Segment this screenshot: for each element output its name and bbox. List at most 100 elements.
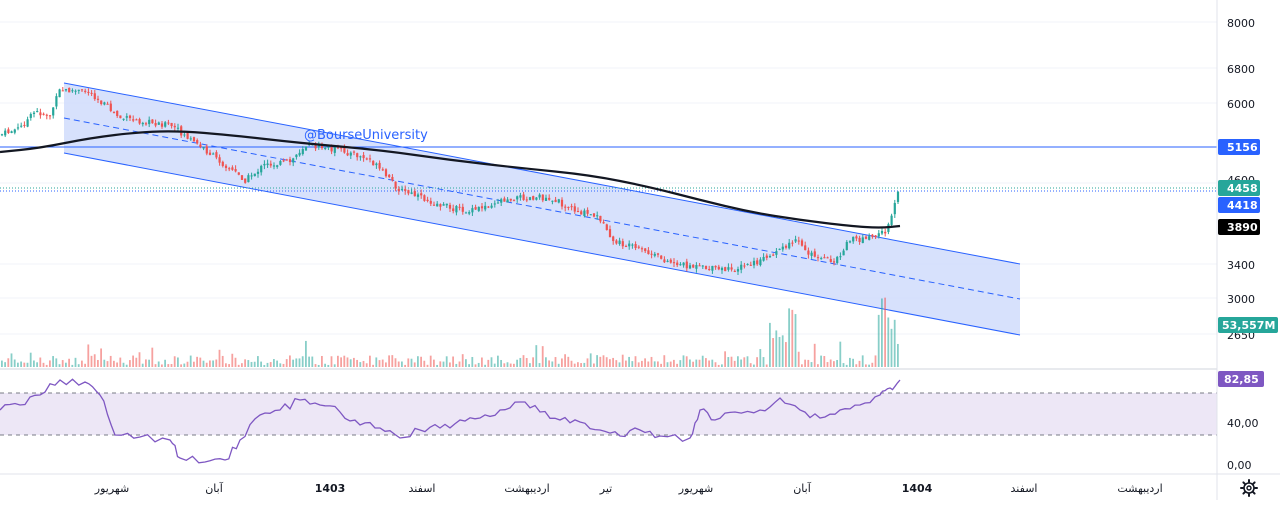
volume-bar <box>503 363 506 367</box>
candle <box>804 245 807 251</box>
candle <box>32 112 36 115</box>
candle <box>234 169 237 172</box>
resistance-price-badge[interactable] <box>1218 139 1260 155</box>
candle <box>791 242 794 244</box>
candle <box>842 250 845 256</box>
volume-badge[interactable] <box>1218 317 1278 333</box>
volume-bar <box>253 361 256 367</box>
channel-upper-line[interactable] <box>63 82 1021 265</box>
volume-bar <box>769 322 771 367</box>
moving-average-line[interactable] <box>0 130 901 229</box>
volume-bar <box>778 336 781 367</box>
volume-bar <box>340 357 342 367</box>
volume-bar <box>605 357 608 367</box>
volume-bar <box>541 346 544 367</box>
volume-bar <box>145 359 147 367</box>
candle <box>276 165 279 167</box>
volume-bar <box>650 356 653 367</box>
candle <box>452 208 455 212</box>
candle <box>189 138 192 140</box>
volume-bar <box>138 352 141 367</box>
volume-bar <box>733 360 736 367</box>
candle <box>772 254 775 256</box>
candle <box>749 264 752 266</box>
volume-bar <box>61 360 64 367</box>
volume-bar <box>522 355 525 367</box>
volume-label: 53,557M <box>1222 319 1275 332</box>
candle <box>567 206 570 208</box>
volume-bars <box>1 297 899 367</box>
candle <box>778 248 781 250</box>
volume-bar <box>141 363 144 367</box>
volume-bar <box>692 361 694 367</box>
y-tick: 6800 <box>1227 63 1255 76</box>
candle <box>669 259 672 263</box>
volume-bar <box>151 347 154 367</box>
volume-bar <box>157 361 160 367</box>
y-tick: 6000 <box>1227 98 1255 111</box>
x-tick: شهریور <box>678 482 713 495</box>
regression-channel[interactable] <box>64 83 1020 335</box>
x-tick: شهریور <box>94 482 129 495</box>
gear-icon[interactable] <box>1240 479 1258 497</box>
rsi-badge[interactable] <box>1218 371 1264 387</box>
volume-bar <box>631 361 634 367</box>
volume-bar <box>756 357 758 367</box>
volume-bar <box>74 357 77 367</box>
volume-bar <box>39 357 42 367</box>
candle <box>471 208 474 213</box>
volume-bar <box>826 362 829 367</box>
candle <box>727 267 730 270</box>
volume-bar <box>183 363 186 367</box>
rsi-value-label: 82,85 <box>1224 373 1259 386</box>
volume-bar <box>269 362 272 367</box>
candle <box>48 115 52 117</box>
volume-bar <box>333 364 336 367</box>
candle <box>16 127 20 129</box>
level-price-badge[interactable] <box>1218 197 1260 213</box>
channel-middle-line[interactable] <box>63 117 1021 300</box>
volume-bar <box>701 355 704 367</box>
volume-bar <box>893 319 896 367</box>
volume-bar <box>765 364 768 367</box>
volume-bar <box>356 359 358 367</box>
volume-bar <box>13 359 16 367</box>
candle <box>96 98 100 100</box>
volume-bar <box>119 357 122 367</box>
volume-bar <box>458 361 461 367</box>
candle <box>605 224 608 230</box>
volume-bar <box>804 359 806 367</box>
candle <box>42 113 45 115</box>
volume-bar <box>612 357 614 367</box>
volume-bar <box>106 361 109 367</box>
candle <box>304 146 308 151</box>
volume-bar <box>621 354 624 367</box>
volume-bar <box>401 361 403 367</box>
candle <box>682 262 685 266</box>
candle <box>372 160 375 166</box>
candle <box>432 204 436 206</box>
candle <box>327 146 330 148</box>
channel-lower-line[interactable] <box>63 152 1021 336</box>
volume-bar <box>593 363 595 367</box>
volume-bar <box>247 360 250 367</box>
volume-bar <box>436 364 438 367</box>
volume-bar <box>746 356 749 367</box>
rsi-line[interactable] <box>0 378 901 464</box>
candle <box>10 131 13 133</box>
candle <box>71 90 74 92</box>
volume-bar <box>497 355 499 367</box>
ma-price-badge[interactable] <box>1218 219 1260 235</box>
volume-bar <box>561 358 563 367</box>
volume-bar <box>445 356 448 367</box>
volume-bar <box>7 358 10 367</box>
candle <box>80 89 84 91</box>
candle <box>212 153 215 155</box>
volume-bar <box>84 363 86 367</box>
volume-bar <box>817 364 819 367</box>
volume-bar <box>87 344 90 367</box>
volume-bar <box>391 355 394 367</box>
last-price-badge[interactable] <box>1218 180 1260 196</box>
